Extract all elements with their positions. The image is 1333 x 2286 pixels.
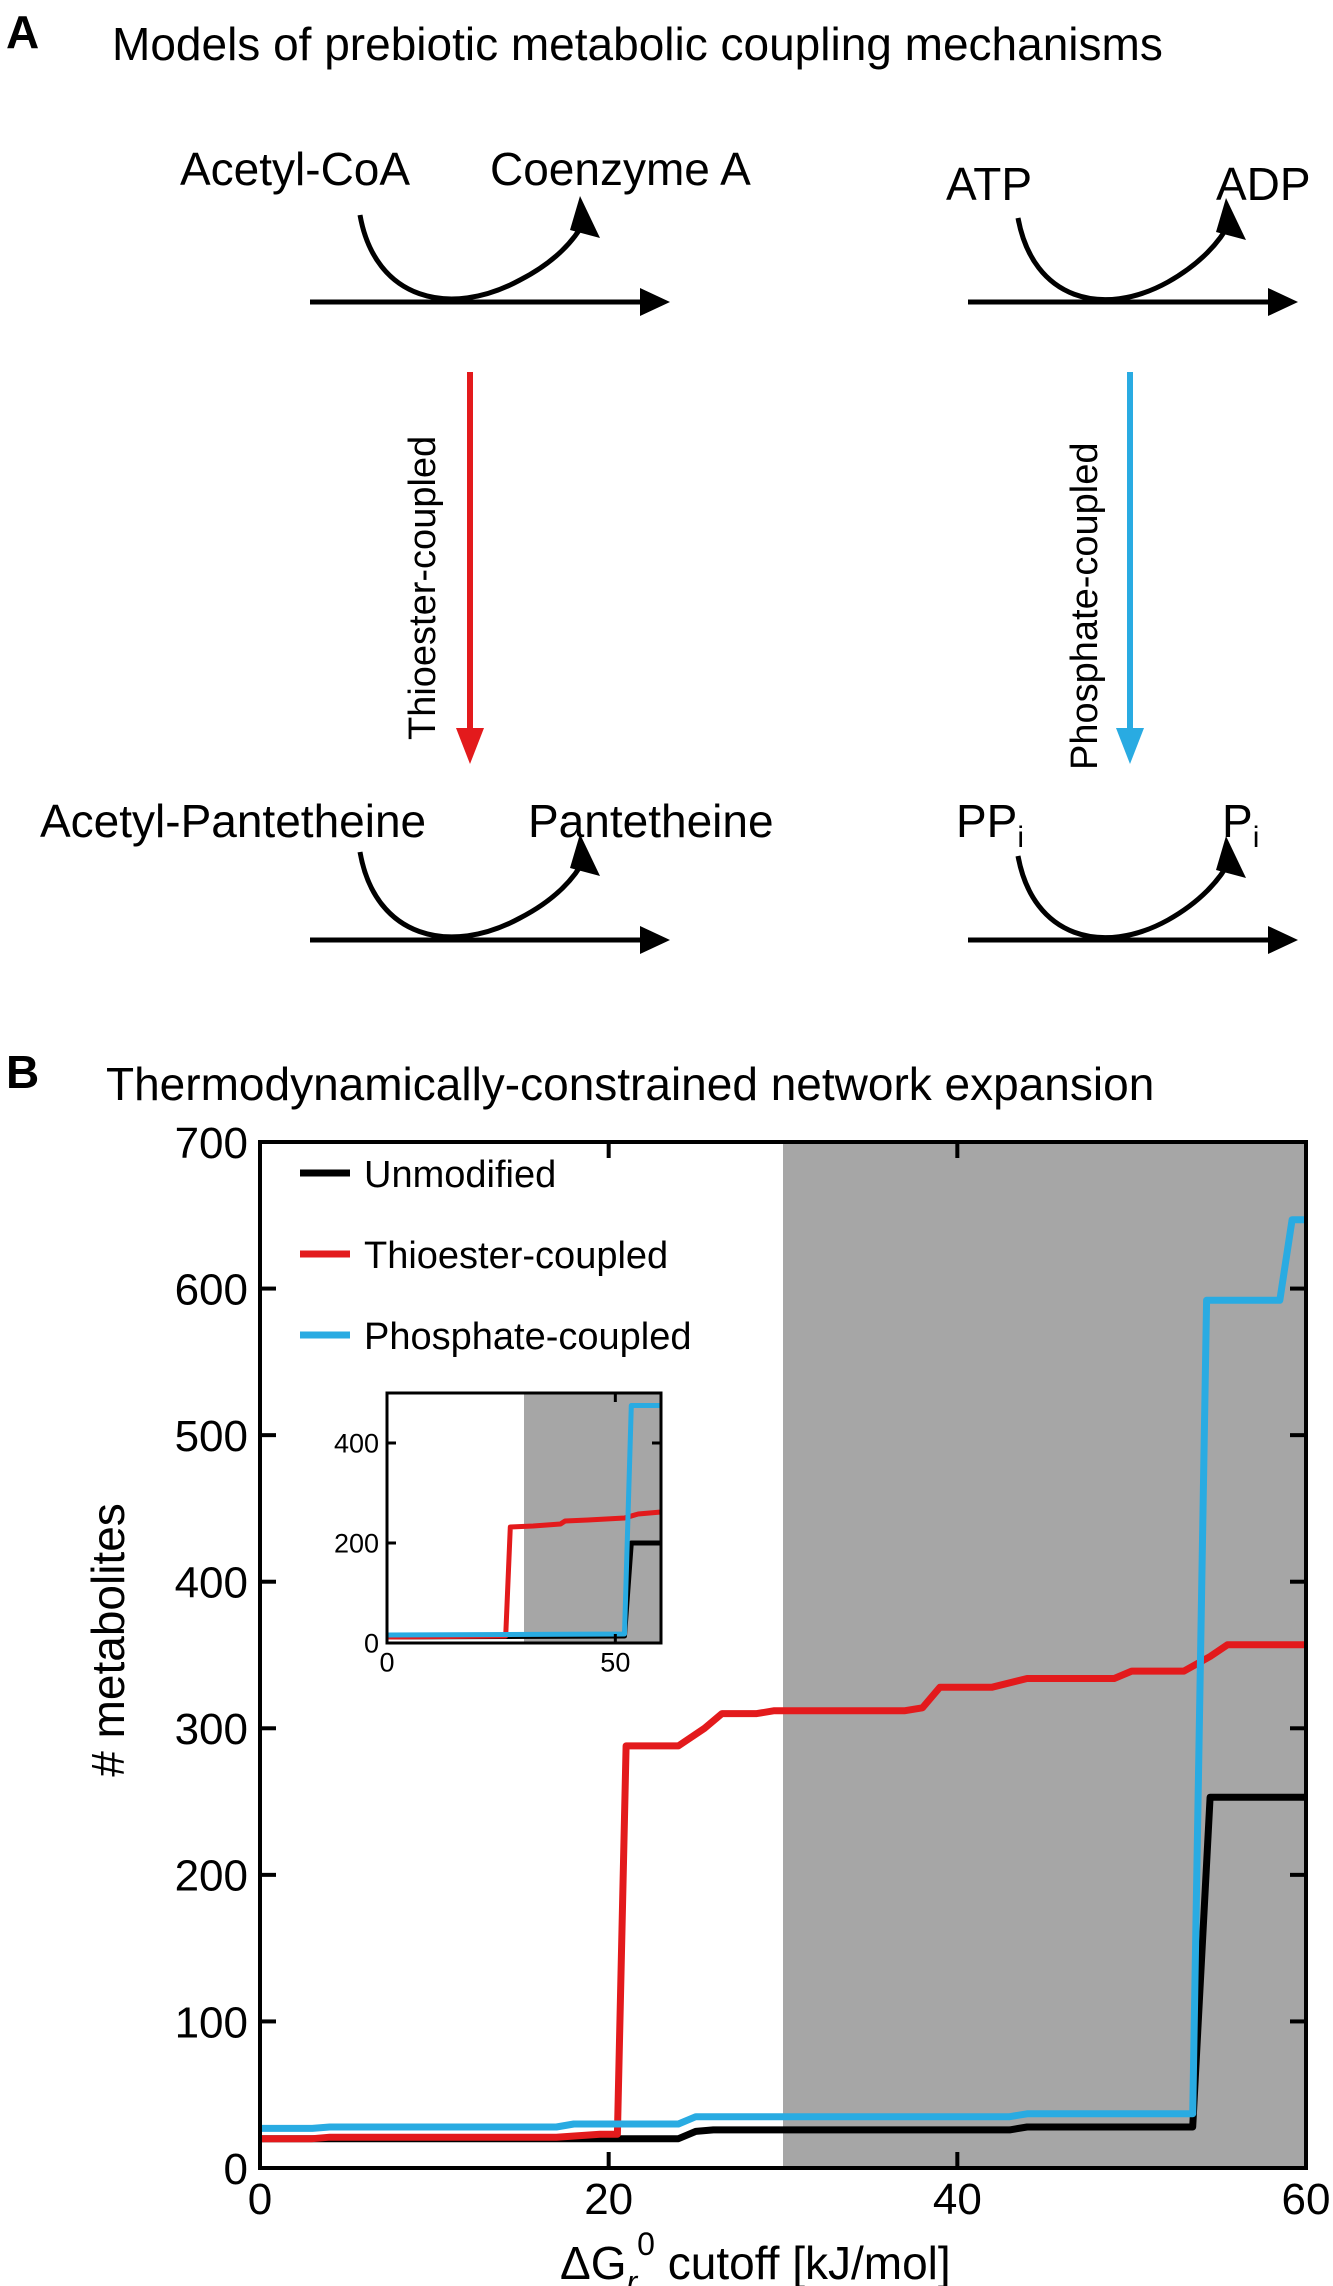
x-axis-label-sub: r <box>627 2264 639 2286</box>
thioester-coupled-label: Thioester-coupled <box>402 436 444 740</box>
acetyl-coa-label: Acetyl-CoA <box>180 143 410 195</box>
thioester-coupled-arrow <box>456 372 484 764</box>
inset-x-tick-label: 0 <box>379 1647 394 1677</box>
legend-label-thioester-coupled: Thioester-coupled <box>364 1235 668 1277</box>
legend-label-unmodified: Unmodified <box>364 1154 556 1196</box>
y-tick-label: 500 <box>175 1412 248 1461</box>
reaction-arrow-right-top <box>968 198 1298 316</box>
pi-label: Pi <box>1222 795 1259 854</box>
y-tick-label: 0 <box>224 2145 248 2194</box>
x-tick-label: 0 <box>248 2175 272 2224</box>
panel-b-title: Thermodynamically-constrained network ex… <box>106 1058 1154 1110</box>
x-axis-label-rest: cutoff [kJ/mol] <box>655 2237 951 2286</box>
inset-series-line-2 <box>386 1403 661 1638</box>
coenzyme-a-label: Coenzyme A <box>490 143 751 195</box>
y-tick-label: 400 <box>175 1559 248 1608</box>
reaction-arrow-left-bottom <box>310 834 670 954</box>
y-axis-label: # metabolites <box>82 1503 134 1777</box>
inset-y-tick-label: 400 <box>334 1429 379 1459</box>
x-axis-label-sup: 0 <box>637 2226 655 2262</box>
ppi-sub: i <box>1017 821 1024 854</box>
y-tick-label: 200 <box>175 1852 248 1901</box>
inset-chart: 0 200 400 0 50 <box>334 1391 663 1677</box>
shaded-region <box>783 1142 1306 2168</box>
pi-sub: i <box>1253 821 1260 854</box>
y-tick-label: 600 <box>175 1265 248 1314</box>
x-axis-label-main: ΔG <box>560 2237 627 2286</box>
acetyl-pantetheine-label: Acetyl-Pantetheine <box>40 795 426 847</box>
x-tick-label: 60 <box>1282 2175 1331 2224</box>
reaction-arrow-right-bottom <box>968 836 1298 954</box>
inset-series-line-1 <box>386 1509 662 1640</box>
panel-b-label: B <box>6 1046 39 1098</box>
x-axis-label: ΔGr0 cutoff [kJ/mol] <box>560 2226 951 2286</box>
x-tick-label: 20 <box>584 2175 633 2224</box>
atp-label: ATP <box>946 158 1032 210</box>
series-phosphate-coupled <box>260 1216 1306 2132</box>
inset-y-tick-label: 0 <box>364 1629 379 1659</box>
x-tick-label: 40 <box>933 2175 982 2224</box>
plot-frame <box>258 1140 1308 2170</box>
ppi-label: PPi <box>956 795 1024 854</box>
inset-plot-frame <box>385 1391 663 1645</box>
series-unmodified <box>260 1793 1306 2143</box>
y-tick-label: 300 <box>175 1705 248 1754</box>
panel-a-title: Models of prebiotic metabolic coupling m… <box>112 18 1163 70</box>
pi-main: P <box>1222 795 1253 847</box>
inset-y-tick-label: 200 <box>334 1529 379 1559</box>
legend-label-phosphate-coupled: Phosphate-coupled <box>364 1316 691 1358</box>
phosphate-coupled-arrow <box>1116 372 1144 764</box>
series-thioester-coupled <box>260 1641 1306 2143</box>
adp-label: ADP <box>1216 158 1311 210</box>
pantetheine-label: Pantetheine <box>528 795 774 847</box>
y-tick-label: 700 <box>175 1119 248 1168</box>
phosphate-coupled-label: Phosphate-coupled <box>1064 443 1106 770</box>
reaction-arrow-left-top <box>310 196 670 316</box>
y-tick-label: 100 <box>175 1998 248 2047</box>
inset-x-tick-label: 50 <box>600 1647 630 1677</box>
panel-a-label: A <box>6 6 39 58</box>
ppi-main: PP <box>956 795 1017 847</box>
